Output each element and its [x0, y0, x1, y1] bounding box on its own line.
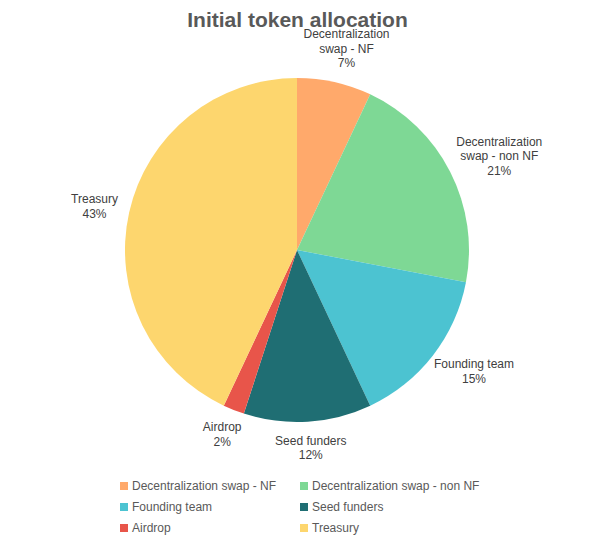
legend-label: Decentralization swap - non NF: [312, 479, 479, 493]
pie-slice: [125, 78, 297, 406]
legend: Decentralization swap - NF Decentralizati…: [120, 479, 479, 535]
legend-swatch: [120, 482, 128, 490]
slice-value-label: 7%: [338, 56, 356, 70]
pie-slice: [297, 94, 469, 282]
legend-swatch: [300, 482, 308, 490]
data-labels: Decentralizationswap - NF7% Decentralizat…: [71, 27, 542, 462]
slice-value-label: 15%: [462, 372, 486, 386]
legend-label: Airdrop: [132, 521, 171, 535]
legend-swatch: [300, 503, 308, 511]
slices: [125, 78, 469, 422]
slice-label: Treasury: [71, 192, 118, 206]
legend-label: Founding team: [132, 500, 212, 514]
legend-label: Decentralization swap - NF: [132, 479, 276, 493]
slice-label: Decentralizationswap - non NF: [456, 135, 542, 164]
slice-value-label: 12%: [299, 448, 323, 462]
legend-swatch: [300, 524, 308, 532]
legend-label: Treasury: [312, 521, 359, 535]
legend-label: Seed funders: [312, 500, 383, 514]
chart: Initial token allocationDecentralization…: [0, 0, 595, 550]
slice-label: Seed funders: [275, 434, 346, 448]
slice-label: Decentralizationswap - NF: [304, 27, 390, 56]
legend-swatch: [120, 503, 128, 511]
slice-value-label: 21%: [487, 164, 511, 178]
slice-label: Airdrop: [203, 420, 242, 434]
slice-value-label: 43%: [83, 207, 107, 221]
legend-swatch: [120, 524, 128, 532]
background: [0, 0, 595, 550]
slice-label: Founding team: [434, 357, 514, 371]
slice-value-label: 2%: [213, 435, 231, 449]
